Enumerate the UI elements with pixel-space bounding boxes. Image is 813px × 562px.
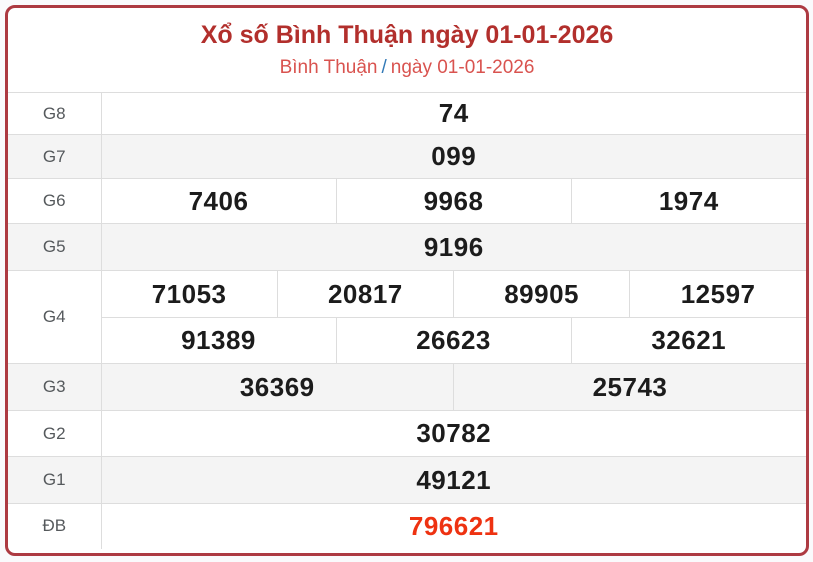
table-row-g7: G7 099 <box>8 134 806 179</box>
prize-value-g4-7: 32621 <box>570 317 806 364</box>
prize-value-g4-6: 26623 <box>335 317 572 364</box>
breadcrumb-date-link[interactable]: ngày 01-01-2026 <box>390 57 535 78</box>
prize-value-g4-1: 71053 <box>100 270 278 318</box>
prize-label-g5: G5 <box>8 223 102 271</box>
prize-value-g6-3: 1974 <box>570 178 806 224</box>
table-row-g4-1: G4 71053 20817 89905 12597 <box>8 270 806 364</box>
table-row-g2: G2 30782 <box>8 410 806 457</box>
prize-label-g6: G6 <box>8 178 102 224</box>
prize-value-g7: 099 <box>100 134 806 179</box>
prize-value-g8: 74 <box>100 92 806 135</box>
prize-value-g6-1: 7406 <box>100 178 337 224</box>
prize-value-db: 796621 <box>100 503 806 549</box>
prize-label-g3: G3 <box>8 363 102 411</box>
table-row-db: ĐB 796621 <box>8 503 806 549</box>
prize-value-g4-2: 20817 <box>276 270 455 318</box>
prize-value-g2: 30782 <box>100 410 806 457</box>
breadcrumb-province-link[interactable]: Bình Thuận <box>279 57 378 78</box>
prize-value-g3-1: 36369 <box>100 363 454 411</box>
prize-label-db: ĐB <box>8 503 102 549</box>
prize-value-g5: 9196 <box>100 223 806 271</box>
prize-label-g1: G1 <box>8 456 102 504</box>
prize-value-g1: 49121 <box>100 456 806 504</box>
prize-label-g4: G4 <box>8 270 102 364</box>
breadcrumb-separator: / <box>381 57 387 78</box>
lottery-result-card: Xổ số Bình Thuận ngày 01-01-2026 Bình Th… <box>5 5 809 556</box>
table-row-g5: G5 9196 <box>8 223 806 271</box>
table-row-g8: G8 74 <box>8 92 806 135</box>
prize-value-g4-4: 12597 <box>629 270 806 318</box>
page-title[interactable]: Xổ số Bình Thuận ngày 01-01-2026 <box>200 21 614 49</box>
table-row-g6: G6 7406 9968 1974 <box>8 178 806 224</box>
prize-value-g4-5: 91389 <box>101 317 337 364</box>
table-row-g4-2: 91389 26623 32621 <box>8 317 806 364</box>
results-table: G8 74 G7 099 G6 7406 9968 1974 G5 9196 G… <box>8 92 806 549</box>
prize-label-g8: G8 <box>8 92 102 135</box>
prize-value-g4-3: 89905 <box>452 270 631 318</box>
breadcrumb: Bình Thuận / ngày 01-01-2026 <box>8 55 806 81</box>
table-row-g1: G1 49121 <box>8 456 806 504</box>
table-row-g3: G3 36369 25743 <box>8 363 806 411</box>
prize-label-g2: G2 <box>8 410 102 457</box>
prize-value-g6-2: 9968 <box>335 178 572 224</box>
prize-value-g3-2: 25743 <box>453 363 806 411</box>
prize-label-g7: G7 <box>8 134 102 179</box>
card-header: Xổ số Bình Thuận ngày 01-01-2026 Bình Th… <box>8 8 806 81</box>
